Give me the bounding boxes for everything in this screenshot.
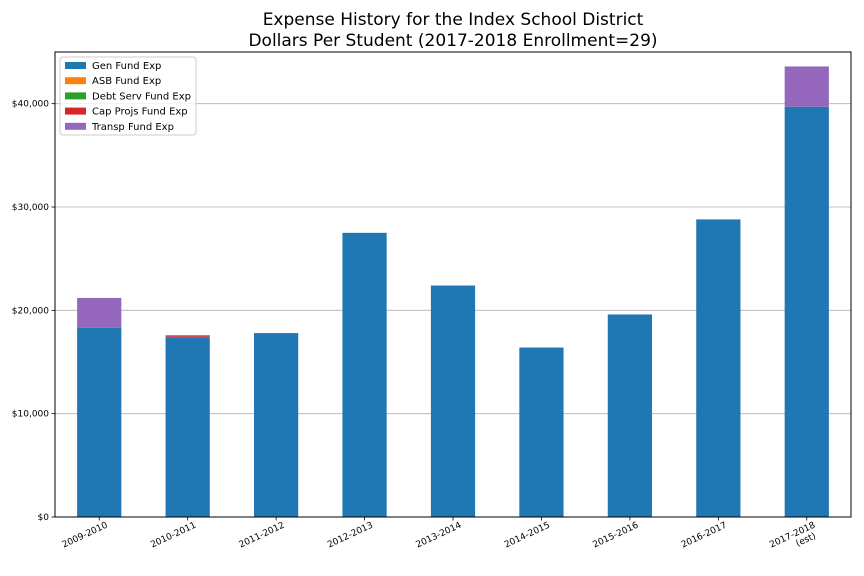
bar-gen-fund-exp [696, 219, 741, 517]
bar-transp-fund-exp [784, 66, 829, 107]
legend-label: Debt Serv Fund Exp [92, 91, 191, 102]
y-axis-ticks: $0 $10,000 $20,000 $30,000 $40,000 [12, 100, 55, 523]
bar-transp-fund-exp [165, 335, 210, 337]
x-tick-label: 2010-2011 [149, 521, 198, 551]
bar-cap-projs-fund-exp [165, 336, 210, 338]
bar-gen-fund-exp [430, 285, 476, 517]
y-tick-label: $0 [38, 513, 50, 523]
legend-box [59, 56, 197, 136]
legend-swatch [65, 62, 86, 69]
bar-gen-fund-exp [607, 314, 652, 517]
bar-gen-fund-exp [519, 347, 564, 517]
x-tick-label: 2012-2013 [326, 521, 375, 551]
y-tick-label: $40,000 [12, 100, 49, 110]
legend-label: ASB Fund Exp [92, 76, 161, 87]
legend-label: Cap Projs Fund Exp [92, 107, 188, 118]
x-tick-label: 2017-2018(est) [768, 521, 821, 560]
legend-label: Transp Fund Exp [91, 122, 174, 133]
x-tick-label: 2015-2016 [591, 521, 640, 551]
x-tick-label: 2016-2017 [680, 521, 729, 551]
chart-title: Expense History for the Index School Dis… [263, 10, 644, 30]
bar-gen-fund-exp [254, 333, 299, 517]
bar-gen-fund-exp [165, 337, 210, 517]
legend-swatch [65, 107, 86, 115]
legend-swatch [65, 92, 86, 100]
x-tick-label: 2013-2014 [415, 521, 464, 551]
x-axis-ticks: 2009-2010 2010-2011 2011-2012 2012-2013 2013… [61, 517, 821, 560]
x-tick-label: 2014-2015 [503, 521, 552, 551]
bar-gen-fund-exp [784, 106, 829, 518]
y-tick-label: $20,000 [12, 306, 49, 316]
y-tick-label: $10,000 [12, 410, 49, 420]
bars [77, 66, 829, 518]
x-tick-label: 2011-2012 [238, 521, 287, 551]
legend-swatch [65, 122, 86, 130]
legend-label: Gen Fund Exp [92, 61, 161, 72]
x-tick-label: 2009-2010 [61, 521, 110, 551]
legend-swatch [65, 77, 86, 85]
legend: Gen Fund Exp ASB Fund Exp Debt Serv Fund E… [59, 56, 197, 136]
chart-subtitle: Dollars Per Student (2017-2018 Enrollmen… [248, 31, 657, 51]
bar-gen-fund-exp [342, 232, 387, 518]
bar-gen-fund-exp [77, 327, 122, 517]
bar-transp-fund-exp [77, 297, 122, 328]
y-tick-label: $30,000 [12, 203, 49, 213]
